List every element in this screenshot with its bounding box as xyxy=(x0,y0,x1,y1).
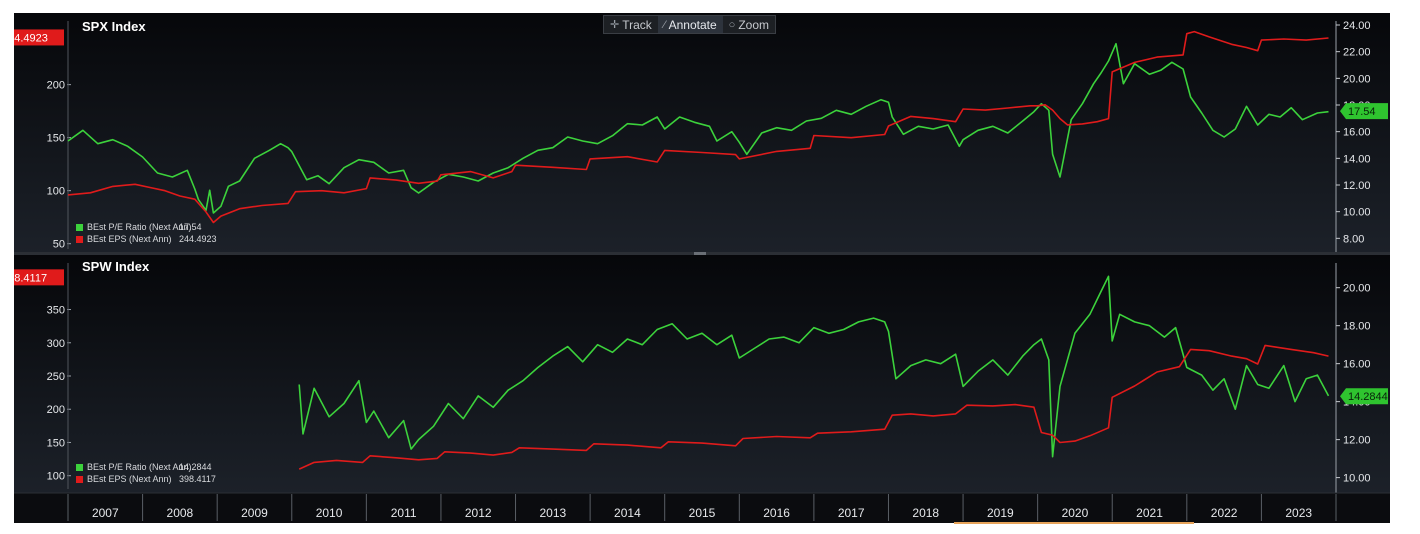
legend-label-pe: BEst P/E Ratio (Next Ann) xyxy=(87,222,192,232)
left-axis-tick-label: 100 xyxy=(47,186,65,198)
legend-value-pe: 17.54 xyxy=(179,222,202,232)
x-axis-year-label: 2023 xyxy=(1285,506,1312,520)
pe-value-tag: 14.2844 xyxy=(1348,391,1388,403)
x-axis-year-label: 2021 xyxy=(1136,506,1163,520)
x-axis-year-label: 2015 xyxy=(689,506,716,520)
chart-canvas: 50 100 150 200 8.00 10.00 12.00 14.00 16.00 18.00… xyxy=(14,13,1390,521)
right-axis-tick-label: 8.00 xyxy=(1343,233,1364,245)
legend-entry-eps: BEst EPS (Next Ann) 244.4923 xyxy=(76,233,217,245)
legend-label-eps: BEst EPS (Next Ann) xyxy=(87,234,172,244)
legend-value-eps: 244.4923 xyxy=(179,234,217,244)
x-axis-year-label: 2010 xyxy=(316,506,343,520)
x-axis-year-label: 2017 xyxy=(838,506,865,520)
legend-entry-pe: BEst P/E Ratio (Next Ann) 14.2844 xyxy=(76,461,216,473)
pencil-icon: ⁄ xyxy=(663,18,666,31)
x-axis-year-label: 2013 xyxy=(539,506,566,520)
x-axis-year-label: 2022 xyxy=(1211,506,1238,520)
right-axis-tick-label: 18.00 xyxy=(1343,321,1371,333)
legend-value-pe: 14.2844 xyxy=(179,462,212,472)
legend-swatch-eps xyxy=(76,475,83,483)
legend-entry-eps: BEst EPS (Next Ann) 398.4117 xyxy=(76,473,216,485)
right-axis-tick-label: 16.00 xyxy=(1343,359,1371,371)
annotate-tool-label: Annotate xyxy=(668,17,717,32)
right-axis-tick-label: 12.00 xyxy=(1343,435,1371,447)
x-axis-year-label: 2012 xyxy=(465,506,492,520)
chart-toolbar: ✛ Track ⁄ Annotate ○ Zoom xyxy=(603,15,777,34)
left-axis-tick-label: 300 xyxy=(47,338,65,350)
legend-label-eps: BEst EPS (Next Ann) xyxy=(87,474,172,484)
x-axis-year-label: 2007 xyxy=(92,506,119,520)
left-axis-tick-label: 150 xyxy=(47,437,65,449)
right-axis-tick-label: 20.00 xyxy=(1343,73,1371,85)
eps-series-line xyxy=(298,344,1329,470)
annotate-tool-button[interactable]: ⁄ Annotate xyxy=(657,16,723,33)
left-axis-tick-label: 250 xyxy=(47,371,65,383)
left-axis-tick-label: 200 xyxy=(47,404,65,416)
zoom-tool-button[interactable]: ○ Zoom xyxy=(723,16,775,33)
right-axis-tick-label: 10.00 xyxy=(1343,473,1371,485)
eps-value-tag-bg xyxy=(14,269,64,286)
zoom-tool-label: Zoom xyxy=(738,17,770,32)
x-axis-year-label: 2014 xyxy=(614,506,641,520)
x-axis-year-label: 2020 xyxy=(1062,506,1089,520)
legend-entry-pe: BEst P/E Ratio (Next Ann) 17.54 xyxy=(76,221,217,233)
pe-series-line xyxy=(67,42,1329,214)
eps-value-tag: 398.4117 xyxy=(14,272,47,284)
right-axis-tick-label: 20.00 xyxy=(1343,283,1371,295)
left-axis-tick-label: 50 xyxy=(53,239,65,251)
terminal-chart-window: 50 100 150 200 8.00 10.00 12.00 14.00 16.00 18.00… xyxy=(14,13,1390,524)
x-axis-year-label: 2008 xyxy=(167,506,194,520)
track-tool-button[interactable]: ✛ Track xyxy=(604,16,658,33)
left-axis-tick-label: 200 xyxy=(47,80,65,92)
left-axis-tick-label: 350 xyxy=(47,305,65,317)
bottom-accent-strip xyxy=(954,522,1194,524)
bottom-panel-title: SPW Index xyxy=(82,259,150,274)
right-axis-tick-label: 14.00 xyxy=(1343,153,1371,165)
magnifier-icon: ○ xyxy=(728,18,736,31)
legend-value-eps: 398.4117 xyxy=(179,474,216,484)
pe-value-tag-bg xyxy=(1340,388,1388,405)
pe-value-tag-bg xyxy=(1340,103,1388,120)
legend-swatch-pe xyxy=(76,223,83,231)
x-axis-year-label: 2019 xyxy=(987,506,1014,520)
x-axis-year-label: 2016 xyxy=(763,506,790,520)
bottom-legend: BEst P/E Ratio (Next Ann) 14.2844 BEst E… xyxy=(76,461,216,485)
top-panel-title: SPX Index xyxy=(82,19,146,34)
right-axis-tick-label: 10.00 xyxy=(1343,207,1371,219)
legend-swatch-eps xyxy=(76,235,83,243)
right-axis-tick-label: 24.00 xyxy=(1343,20,1371,32)
right-axis-tick-label: 12.00 xyxy=(1343,180,1371,192)
eps-value-tag-bg xyxy=(14,29,64,46)
x-axis-year-label: 2011 xyxy=(391,506,417,520)
right-axis-tick-label: 16.00 xyxy=(1343,127,1371,139)
top-legend: BEst P/E Ratio (Next Ann) 17.54 BEst EPS… xyxy=(76,221,217,245)
legend-label-pe: BEst P/E Ratio (Next Ann) xyxy=(87,462,192,472)
panel-background xyxy=(14,13,1390,253)
legend-swatch-pe xyxy=(76,463,83,471)
crosshair-icon: ✛ xyxy=(610,19,620,31)
right-axis-tick-label: 22.00 xyxy=(1343,47,1371,59)
left-axis-tick-label: 150 xyxy=(47,133,65,145)
x-axis-year-label: 2009 xyxy=(241,506,268,520)
eps-series-line xyxy=(67,30,1329,224)
pe-value-tag: 17.54 xyxy=(1348,106,1376,118)
panel-background xyxy=(14,255,1390,493)
track-tool-label: Track xyxy=(622,17,652,32)
eps-value-tag: 244.4923 xyxy=(14,32,48,44)
left-axis-tick-label: 100 xyxy=(47,471,65,483)
pe-series-line xyxy=(298,275,1330,458)
resize-handle xyxy=(694,252,706,255)
x-axis-year-label: 2018 xyxy=(912,506,939,520)
